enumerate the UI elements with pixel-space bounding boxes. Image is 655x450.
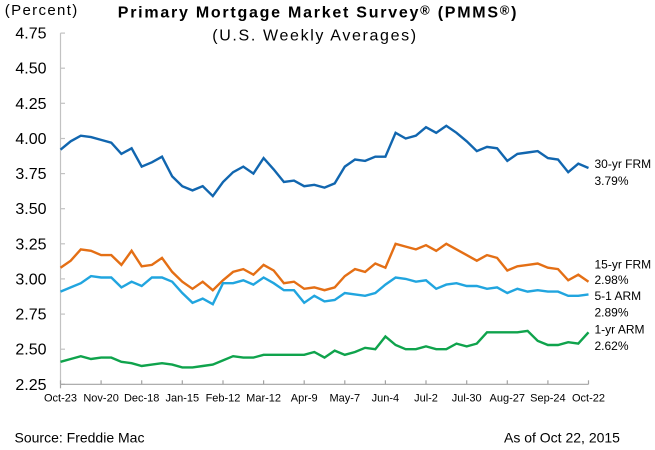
svg-text:Jun-4: Jun-4 [372,393,400,405]
svg-text:Jul-30: Jul-30 [452,393,482,405]
svg-text:3.25: 3.25 [15,236,46,253]
svg-text:2.98%: 2.98% [595,273,629,287]
svg-text:Oct-22: Oct-22 [572,393,605,405]
svg-text:Aug-27: Aug-27 [490,393,525,405]
svg-text:Source: Freddie Mac: Source: Freddie Mac [15,429,145,445]
svg-text:Feb-12: Feb-12 [206,393,241,405]
svg-text:2.62%: 2.62% [595,339,629,353]
svg-text:Dec-18: Dec-18 [124,393,159,405]
svg-text:1-yr ARM: 1-yr ARM [595,323,645,337]
svg-text:Nov-20: Nov-20 [83,393,118,405]
svg-text:4.75: 4.75 [15,26,46,43]
svg-text:3.79%: 3.79% [595,174,629,188]
svg-text:Primary Mortgage Market Survey: Primary Mortgage Market Survey® (PMMS®) [118,3,518,22]
svg-text:3.50: 3.50 [15,201,46,218]
svg-text:(U.S. Weekly Averages): (U.S. Weekly Averages) [212,27,418,44]
svg-text:5-1 ARM: 5-1 ARM [595,289,642,303]
svg-text:Mar-12: Mar-12 [246,393,281,405]
svg-text:Sep-24: Sep-24 [530,393,565,405]
svg-text:Apr-9: Apr-9 [291,393,318,405]
svg-text:15-yr FRM: 15-yr FRM [595,257,652,271]
svg-text:May-7: May-7 [330,393,361,405]
svg-text:2.50: 2.50 [15,342,46,359]
svg-text:3.00: 3.00 [15,271,46,288]
svg-text:30-yr FRM: 30-yr FRM [595,157,652,171]
svg-text:Oct-23: Oct-23 [44,393,77,405]
svg-text:2.89%: 2.89% [595,306,629,320]
svg-text:2.75: 2.75 [15,307,46,324]
svg-text:4.50: 4.50 [15,61,46,78]
svg-text:Jul-2: Jul-2 [414,393,438,405]
svg-text:4.00: 4.00 [15,131,46,148]
svg-text:As of Oct 22, 2015: As of Oct 22, 2015 [504,429,620,445]
svg-text:3.75: 3.75 [15,166,46,183]
svg-text:2.25: 2.25 [15,377,46,394]
svg-text:4.25: 4.25 [15,96,46,113]
svg-text:Jan-15: Jan-15 [165,393,199,405]
svg-text:(Percent): (Percent) [5,2,79,19]
